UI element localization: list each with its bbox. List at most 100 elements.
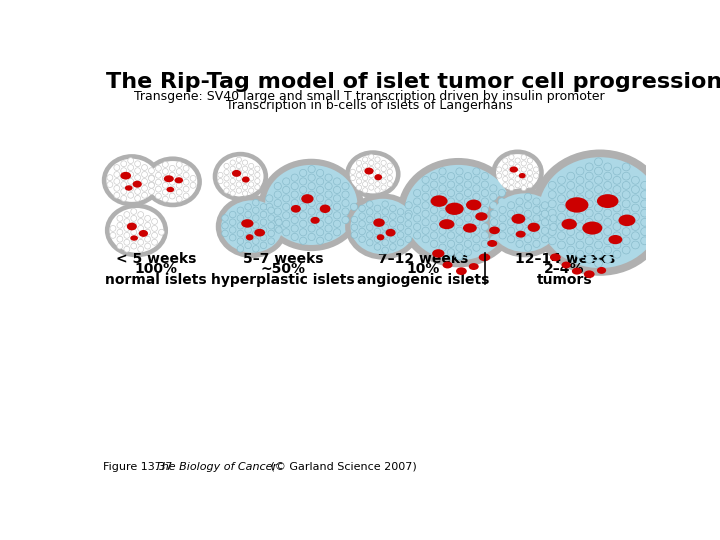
Ellipse shape xyxy=(595,195,603,202)
Ellipse shape xyxy=(431,240,438,247)
Ellipse shape xyxy=(447,198,454,205)
Ellipse shape xyxy=(613,195,621,202)
Ellipse shape xyxy=(481,190,488,197)
Ellipse shape xyxy=(533,215,540,222)
Ellipse shape xyxy=(510,166,518,173)
Ellipse shape xyxy=(268,238,274,245)
Ellipse shape xyxy=(641,218,649,226)
Ellipse shape xyxy=(464,181,472,188)
Ellipse shape xyxy=(359,228,365,235)
Ellipse shape xyxy=(243,191,248,196)
Ellipse shape xyxy=(576,167,584,175)
Ellipse shape xyxy=(138,239,144,245)
Ellipse shape xyxy=(422,210,429,218)
Ellipse shape xyxy=(464,190,472,197)
Ellipse shape xyxy=(479,253,490,261)
Ellipse shape xyxy=(481,232,488,239)
Ellipse shape xyxy=(584,271,595,278)
Ellipse shape xyxy=(516,231,526,238)
Ellipse shape xyxy=(236,157,241,163)
Ellipse shape xyxy=(317,195,324,202)
Ellipse shape xyxy=(576,186,584,193)
Ellipse shape xyxy=(317,220,324,227)
Ellipse shape xyxy=(237,238,243,245)
Ellipse shape xyxy=(511,214,526,224)
Ellipse shape xyxy=(131,243,137,249)
Ellipse shape xyxy=(576,232,584,240)
Ellipse shape xyxy=(109,208,163,253)
Ellipse shape xyxy=(333,220,341,227)
Ellipse shape xyxy=(499,206,506,214)
Ellipse shape xyxy=(369,173,374,178)
Ellipse shape xyxy=(527,177,533,181)
Text: angiogenic islets: angiogenic islets xyxy=(356,273,489,287)
Ellipse shape xyxy=(519,173,526,178)
Ellipse shape xyxy=(300,203,307,211)
Ellipse shape xyxy=(541,210,549,218)
Ellipse shape xyxy=(369,160,374,166)
Ellipse shape xyxy=(521,179,526,185)
Ellipse shape xyxy=(613,213,621,221)
Ellipse shape xyxy=(382,232,389,238)
Ellipse shape xyxy=(325,233,332,240)
Text: 12–14 weeks: 12–14 weeks xyxy=(515,252,615,266)
Ellipse shape xyxy=(317,178,324,185)
Ellipse shape xyxy=(121,188,127,194)
Ellipse shape xyxy=(248,176,254,181)
Ellipse shape xyxy=(516,240,523,247)
Ellipse shape xyxy=(515,158,521,163)
Ellipse shape xyxy=(422,193,429,200)
Ellipse shape xyxy=(508,235,515,243)
Ellipse shape xyxy=(333,212,341,219)
Ellipse shape xyxy=(163,161,168,167)
Ellipse shape xyxy=(464,198,472,205)
Ellipse shape xyxy=(163,176,174,182)
Ellipse shape xyxy=(557,213,565,221)
Ellipse shape xyxy=(333,203,341,211)
Ellipse shape xyxy=(456,267,467,275)
Ellipse shape xyxy=(445,202,464,215)
Ellipse shape xyxy=(622,228,630,235)
Ellipse shape xyxy=(142,192,148,198)
Ellipse shape xyxy=(613,232,621,240)
Ellipse shape xyxy=(222,215,228,221)
Ellipse shape xyxy=(405,165,512,260)
Ellipse shape xyxy=(356,173,361,178)
Ellipse shape xyxy=(245,211,251,218)
Ellipse shape xyxy=(585,163,593,171)
Ellipse shape xyxy=(230,234,236,241)
Ellipse shape xyxy=(333,195,341,202)
Ellipse shape xyxy=(291,183,298,190)
Ellipse shape xyxy=(131,208,137,214)
Ellipse shape xyxy=(217,178,223,184)
Ellipse shape xyxy=(260,242,267,248)
Ellipse shape xyxy=(317,228,324,236)
Ellipse shape xyxy=(464,172,472,180)
Ellipse shape xyxy=(381,173,386,178)
Ellipse shape xyxy=(431,190,438,197)
Ellipse shape xyxy=(142,185,148,191)
Ellipse shape xyxy=(464,240,472,247)
Ellipse shape xyxy=(456,168,463,175)
Ellipse shape xyxy=(107,181,113,187)
Ellipse shape xyxy=(230,172,235,178)
Ellipse shape xyxy=(509,185,514,191)
Ellipse shape xyxy=(622,172,630,180)
Ellipse shape xyxy=(382,239,389,246)
Ellipse shape xyxy=(333,186,341,193)
Ellipse shape xyxy=(604,237,611,245)
Ellipse shape xyxy=(127,179,134,184)
Ellipse shape xyxy=(585,200,593,208)
Ellipse shape xyxy=(557,222,565,231)
Ellipse shape xyxy=(631,186,639,193)
Ellipse shape xyxy=(107,159,157,202)
Ellipse shape xyxy=(565,197,588,213)
Ellipse shape xyxy=(230,166,235,171)
Ellipse shape xyxy=(243,166,248,171)
Ellipse shape xyxy=(363,169,368,174)
Ellipse shape xyxy=(405,202,413,209)
Ellipse shape xyxy=(385,229,395,237)
Ellipse shape xyxy=(291,225,298,232)
Ellipse shape xyxy=(557,241,565,249)
Ellipse shape xyxy=(190,183,196,188)
